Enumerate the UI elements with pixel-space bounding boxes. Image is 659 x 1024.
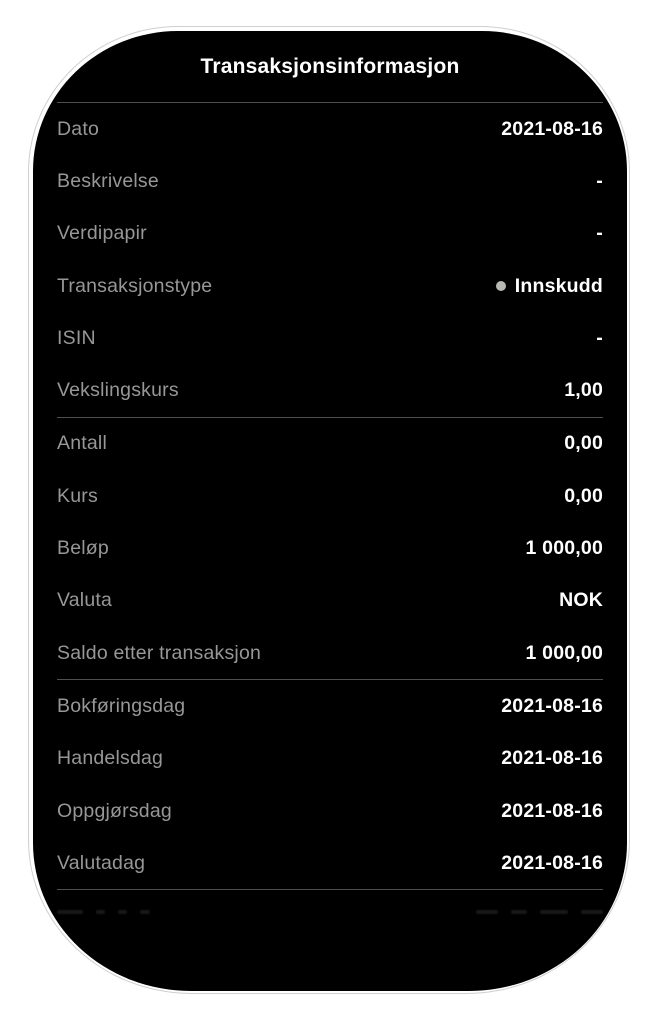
row-value: - [596,169,603,192]
row-value: - [596,222,603,245]
row-label: Antall [57,432,107,455]
row-value: 0,00 [564,484,603,507]
divider [57,679,603,681]
table-row-antall: Antall 0,00 [57,418,603,470]
transaction-type-dot-icon [495,281,506,292]
row-label: Dato [57,117,99,140]
table-row-valuta: Valuta NOK [57,575,603,627]
table-row-isin: ISIN - [57,312,603,364]
table-row-bokforingsdag: Bokføringsdag 2021-08-16 [57,680,603,732]
row-value: Innskudd [495,274,603,298]
faded-row-label-remnant [57,910,150,915]
row-value: NOK [559,589,603,612]
row-value: 1,00 [564,379,603,402]
row-label: Oppgjørsdag [57,799,172,822]
divider [57,102,603,103]
row-value: 2021-08-16 [501,117,603,140]
table-row-valutadag: Valutadag 2021-08-16 [57,837,603,889]
row-value: 0,00 [564,432,603,455]
row-label: Bokføringsdag [57,694,186,717]
row-label: Beløp [57,537,109,560]
table-row-handelsdag: Handelsdag 2021-08-16 [57,733,603,785]
table-row-kurs: Kurs 0,00 [57,470,603,522]
row-value: 2021-08-16 [501,694,603,717]
sheet-hairline-outline [28,26,630,994]
table-row-vekslingskurs: Vekslingskurs 1,00 [57,364,603,416]
row-value: 1 000,00 [525,537,603,560]
row-value: 1 000,00 [525,641,603,664]
table-row-belop: Beløp 1 000,00 [57,522,603,574]
row-label: Verdipapir [57,222,147,245]
transaction-type-text: Innskudd [514,274,603,297]
faded-row-value-remnant [476,910,603,915]
row-value: 2021-08-16 [501,747,603,770]
row-label: Vekslingskurs [57,379,179,402]
row-label: Valutadag [57,851,146,874]
page-title: Transaksjonsinformasjon [200,54,460,78]
row-label: Beskrivelse [57,169,159,192]
row-label: Transaksjonstype [57,274,213,297]
table-row-beskrivelse: Beskrivelse - [57,155,603,207]
row-label: Handelsdag [57,747,164,770]
row-label: ISIN [57,326,96,349]
table-row-oppgjorsdag: Oppgjørsdag 2021-08-16 [57,785,603,837]
row-label: Kurs [57,484,98,507]
sheet-header: Transaksjonsinformasjon [57,31,603,102]
row-value: 2021-08-16 [501,851,603,874]
faded-partial-row [57,890,603,934]
divider [57,889,603,891]
divider [57,416,603,418]
table-row-saldo-etter-transaksjon: Saldo etter transaksjon 1 000,00 [57,627,603,679]
row-value: 2021-08-16 [501,799,603,822]
table-row-transaksjonstype: Transaksjonstype Innskudd [57,260,603,312]
table-row-dato: Dato 2021-08-16 [57,103,603,155]
table-row-verdipapir: Verdipapir - [57,208,603,260]
row-value: - [596,326,603,349]
transaction-info-sheet[interactable]: Transaksjonsinformasjon Dato 2021-08-16 … [33,31,627,991]
row-label: Valuta [57,589,113,612]
row-label: Saldo etter transaksjon [57,641,262,664]
